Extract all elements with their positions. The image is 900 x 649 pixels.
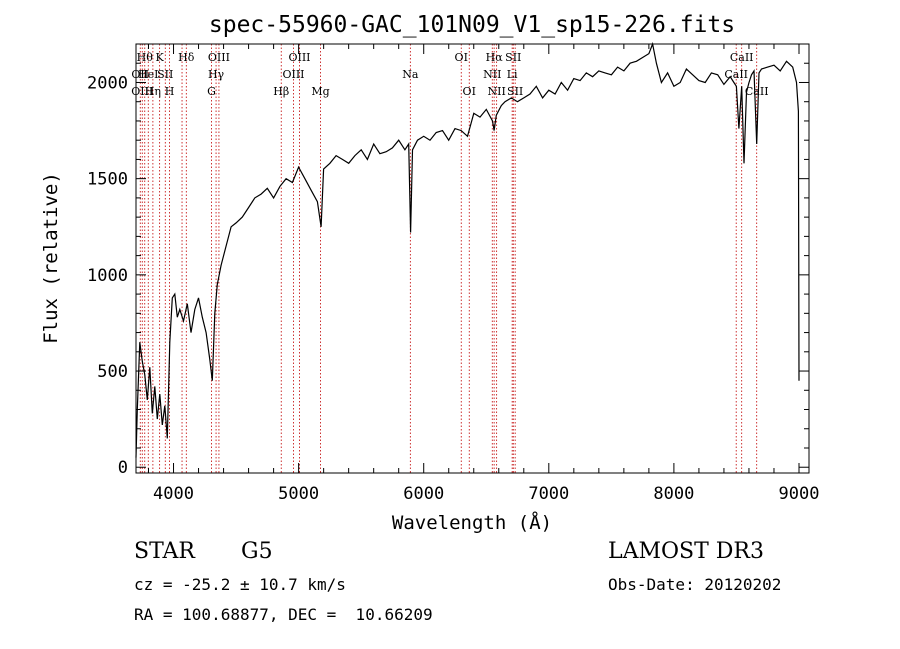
spectral-line-label: OI [463, 85, 476, 98]
spectral-line-label: Li [507, 68, 518, 81]
spectral-line-label: SII [507, 85, 523, 98]
spectral-line-label: Mg [311, 85, 329, 98]
x-tick-label: 4000 [153, 484, 194, 504]
spectral-line-label: H [165, 85, 175, 98]
spectral-line-label: Hδ [178, 51, 195, 64]
flux-series-line [135, 41, 800, 458]
x-axis-label: Wavelength (Å) [392, 511, 552, 534]
spectral-line-label: OIII [282, 68, 304, 81]
spectral-line-label: NII [487, 85, 505, 98]
spectral-line-label: K [156, 51, 165, 64]
spectral-line-label: SII [157, 68, 173, 81]
object-subclass: G5 [241, 539, 273, 564]
spectral-line-markers [139, 44, 758, 473]
coordinates-text: RA = 100.68877, DEC = 10.66209 [134, 605, 433, 624]
plot-frame [135, 43, 810, 474]
spectral-line-label: SII [505, 51, 521, 64]
spectral-line-label: CaII [745, 85, 769, 98]
spectral-line-label: OI [455, 51, 468, 64]
spectral-line-label: OIII [208, 51, 230, 64]
y-axis-label: Flux (relative) [40, 172, 62, 344]
x-tick-label: 6000 [403, 484, 444, 504]
x-tick-label: 9000 [779, 484, 820, 504]
spectral-line-label: Hθ [137, 51, 154, 64]
x-tick-label: 7000 [528, 484, 569, 504]
spectral-line-label: OIII [131, 85, 153, 98]
y-tick-label: 500 [97, 362, 128, 382]
axis-ticks: 4000 5000 6000 7000 8000 9000 0 500 1000 1500 2000 [87, 44, 819, 504]
spectral-line-label: Hγ [208, 68, 225, 81]
redshift-text: cz = -25.2 ± 10.7 km/s [134, 575, 346, 594]
spectral-line-label: NII [483, 68, 501, 81]
spectral-line-label: OIII [288, 51, 310, 64]
spectral-line-label: HeI [138, 68, 158, 81]
spectral-line-label: Hβ [273, 85, 289, 98]
spectral-line-labels: OIIOIIIHθHeIHηKSIIHHδGHγOIIIHβOIIIOIIIMg… [131, 51, 768, 98]
x-tick-label: 5000 [278, 484, 319, 504]
x-tick-label: 8000 [653, 484, 694, 504]
survey-name: LAMOST DR3 [608, 539, 764, 564]
y-tick-label: 2000 [87, 73, 128, 93]
spectral-line-label: Hη [145, 85, 161, 98]
spectral-line-label: Hα [486, 51, 504, 64]
obs-date-text: Obs-Date: 20120202 [608, 575, 782, 594]
y-tick-label: 1500 [87, 170, 128, 190]
chart-title: spec-55960-GAC_101N09_V1_sp15-226.fits [209, 12, 735, 38]
object-class: STAR [134, 539, 195, 564]
y-tick-label: 0 [118, 458, 128, 478]
y-tick-label: 1000 [87, 266, 128, 286]
spectral-line-label: G [207, 85, 216, 98]
spectral-line-label: CaII [730, 51, 754, 64]
spectral-line-label: Na [402, 68, 419, 81]
